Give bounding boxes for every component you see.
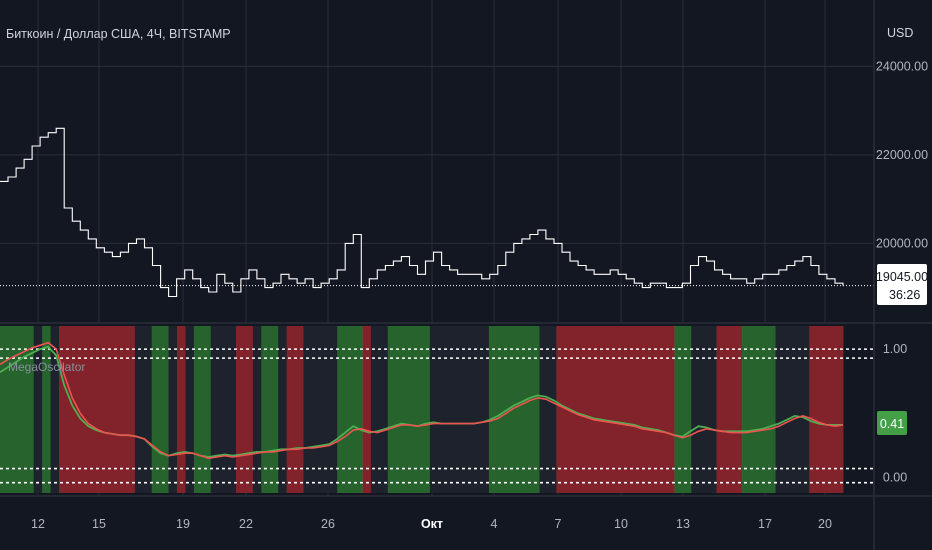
zone-neutral [539,326,557,493]
time-tick-label: 26 [321,517,335,531]
zone-neutral [303,326,338,493]
zone-bull [42,326,52,493]
oscillator-axis-ticks: 1.00 0.00 [883,342,907,484]
zone-bear [286,326,304,493]
grid-lines [0,0,874,496]
indicator-name[interactable]: MegaOscilator [8,360,85,374]
zone-bull [337,326,363,493]
time-tick-label: 17 [758,517,772,531]
oscillator-value-badge: 0.41 [877,411,907,435]
zone-bear [236,326,254,493]
time-tick-label: 20 [818,517,832,531]
currency-label[interactable]: USD [887,26,913,40]
zone-bear [556,326,675,493]
zone-bull [151,326,170,493]
zone-bear [809,326,844,493]
zone-bull [387,326,431,493]
zone-neutral [429,326,490,493]
zone-bull [0,326,35,493]
zone-neutral [50,326,60,493]
price-badge-countdown: 36:26 [889,288,920,302]
oscillator-levels [0,348,874,484]
time-tick-label: 12 [31,517,45,531]
time-tick-label: 19 [176,517,190,531]
zone-bull [488,326,541,493]
zone-bear [716,326,743,493]
time-tick-label: Окт [421,517,443,531]
price-tick-label: 24000.00 [876,59,928,73]
zone-bull [674,326,692,493]
oscillator-value-text: 0.41 [880,417,904,431]
zone-neutral [252,326,262,493]
oscillator-tick-label: 1.00 [883,342,907,356]
time-tick-label: 7 [555,517,562,531]
oscillator-zones [0,326,844,493]
price-series-line [0,127,844,298]
zone-bear [59,326,136,493]
zone-neutral [210,326,237,493]
zone-neutral [691,326,718,493]
price-badge: 19045.00 36:26 [876,264,928,305]
price-tick-label: 20000.00 [876,236,928,250]
oscillator-fast-line [0,341,844,460]
time-tick-label: 4 [491,517,498,531]
price-badge-value: 19045.00 [876,270,928,284]
price-axis-ticks: 24000.00 22000.00 20000.00 [876,59,928,250]
zone-neutral [168,326,178,493]
time-tick-label: 10 [614,517,628,531]
zone-bear [177,326,186,493]
zone-neutral [134,326,153,493]
time-tick-label: 22 [239,517,253,531]
time-tick-label: 13 [676,517,690,531]
price-tick-label: 22000.00 [876,148,928,162]
zone-neutral [278,326,288,493]
zone-neutral [370,326,389,493]
oscillator-tick-label: 0.00 [883,471,907,485]
zone-neutral [33,326,43,493]
zone-bull [741,326,777,493]
symbol-title[interactable]: Биткоин / Доллар США, 4Ч, BITSTAMP [6,27,231,41]
zone-bull [193,326,212,493]
zone-neutral [185,326,195,493]
time-tick-label: 15 [92,517,106,531]
zone-bear [362,326,372,493]
time-axis-ticks: 12 15 19 22 26 Окт 4 7 10 13 17 20 [31,517,832,531]
zone-neutral [775,326,810,493]
